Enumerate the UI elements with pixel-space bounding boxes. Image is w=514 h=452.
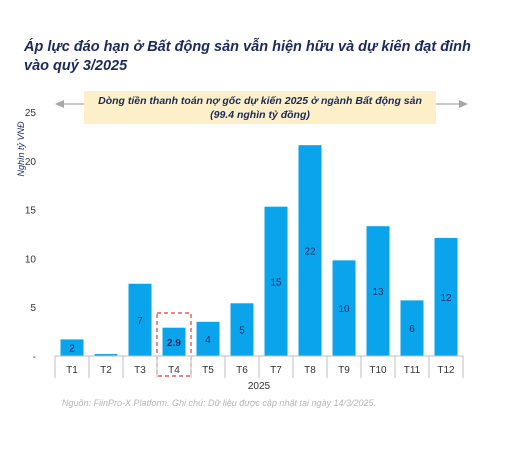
source-note: Nguồn: FiinPro-X Platform. Ghi chú: Dữ l… bbox=[62, 398, 377, 408]
chart-title: Áp lực đáo hạn ở Bất động sản vẫn hiện h… bbox=[24, 39, 471, 74]
y-tick-label: 25 bbox=[25, 108, 37, 119]
data-label-t3: 7 bbox=[137, 316, 143, 327]
data-label-t9: 10 bbox=[338, 304, 350, 315]
bar-t1 bbox=[60, 339, 84, 356]
bar-t8 bbox=[298, 145, 322, 356]
y-axis-label: Nghìn tỷ VNĐ bbox=[16, 121, 26, 177]
x-tick-label: T8 bbox=[304, 365, 316, 376]
x-tick-label: T6 bbox=[236, 365, 248, 376]
y-tick-label: 15 bbox=[25, 206, 37, 217]
y-tick-label: 10 bbox=[25, 254, 37, 265]
y-tick-label: 5 bbox=[30, 303, 36, 314]
highlight-box bbox=[156, 312, 192, 377]
bar-t7 bbox=[264, 206, 288, 356]
data-label-t11: 6 bbox=[409, 324, 415, 335]
bar-t10 bbox=[366, 226, 390, 356]
y-tick-label: - bbox=[33, 352, 36, 363]
x-tick-label: T11 bbox=[404, 365, 421, 376]
bar-t12 bbox=[434, 237, 458, 356]
x-tick-label: T7 bbox=[270, 365, 282, 376]
annotation-line-1: Dòng tiền thanh toán nợ gốc dự kiến 2025… bbox=[98, 95, 422, 107]
bar-t4 bbox=[162, 327, 186, 356]
data-label-t6: 5 bbox=[239, 326, 245, 337]
annotation-banner bbox=[84, 91, 436, 124]
x-tick-label: T10 bbox=[369, 365, 387, 376]
y-tick-label: 20 bbox=[25, 157, 37, 168]
data-label-t10: 13 bbox=[372, 287, 384, 298]
data-label-t8: 22 bbox=[304, 247, 316, 258]
bar-t6 bbox=[230, 303, 254, 356]
x-tick-label: T12 bbox=[437, 365, 455, 376]
x-tick-label: T5 bbox=[202, 365, 214, 376]
x-tick-label: T1 bbox=[66, 365, 78, 376]
bar-t5 bbox=[196, 321, 220, 356]
x-tick-label: T4 bbox=[168, 365, 180, 376]
x-tick-label: T3 bbox=[134, 365, 146, 376]
x-tick-label: T9 bbox=[338, 365, 350, 376]
bar-t9 bbox=[332, 260, 356, 356]
data-label-t7: 15 bbox=[270, 277, 282, 288]
bar-t2 bbox=[94, 354, 118, 356]
arrow-right-head-icon bbox=[459, 100, 468, 108]
data-label-t12: 12 bbox=[440, 293, 452, 304]
bar-t11 bbox=[400, 300, 424, 356]
x-axis-label: 2025 bbox=[248, 381, 271, 392]
data-label-t5: 4 bbox=[205, 335, 211, 346]
annotation-line-2: (99.4 nghìn tỷ đồng) bbox=[210, 109, 310, 121]
x-tick-label: T2 bbox=[100, 365, 112, 376]
data-label-t4: 2.9 bbox=[167, 338, 181, 349]
bar-t3 bbox=[128, 283, 152, 356]
arrow-left-head-icon bbox=[55, 100, 64, 108]
data-label-t1: 2 bbox=[69, 344, 75, 355]
